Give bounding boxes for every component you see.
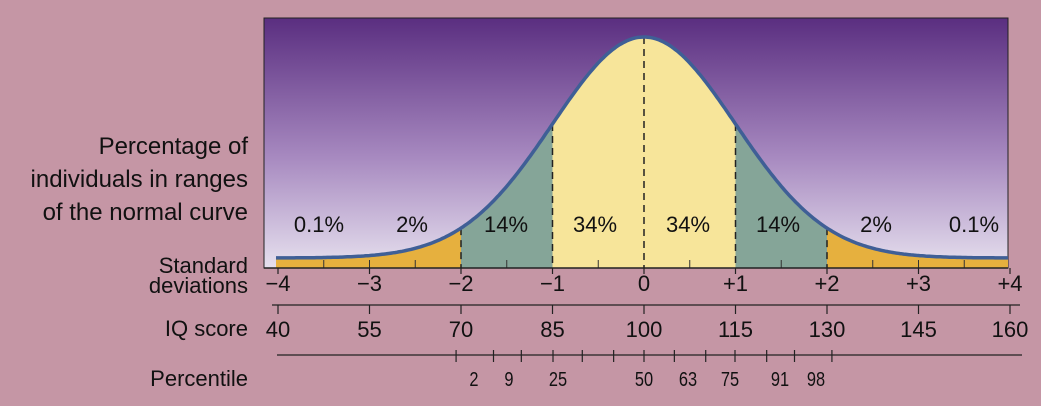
y-axis-label-line: Percentage of	[98, 133, 248, 160]
iq-score-label: IQ score	[164, 316, 248, 341]
y-axis-label-line: individuals in ranges	[30, 166, 248, 193]
right-mid-region	[735, 124, 827, 268]
region-percentage-label: 2%	[860, 212, 892, 237]
left-mid-region	[461, 124, 553, 268]
y-axis-label: Percentage of individuals in ranges of t…	[0, 130, 248, 229]
standard-deviations-label-line: deviations	[148, 273, 248, 298]
iq-tick-label: 115	[718, 317, 753, 342]
sd-tick-label: +2	[814, 271, 839, 296]
standard-deviations-label-line: Standard	[158, 253, 248, 278]
percentile-tick-label: 98	[807, 367, 825, 390]
region-percentage-label: 34%	[666, 212, 710, 237]
iq-tick-label: 85	[540, 317, 564, 342]
region-percentage-label: 2%	[396, 212, 428, 237]
iq-tick-label: 40	[266, 317, 290, 342]
region-percentage-label: 34%	[573, 212, 617, 237]
iq-tick-label: 55	[357, 317, 381, 342]
center-region	[552, 37, 736, 268]
percentile-tick-label: 91	[771, 367, 789, 390]
y-axis-label-line: of the normal curve	[42, 199, 248, 226]
iq-tick-label: 160	[992, 317, 1029, 342]
iq-tick-label: 70	[449, 317, 473, 342]
sd-tick-label: 0	[638, 271, 650, 296]
percentile-tick-label: 9	[504, 367, 513, 390]
region-percentage-label: 14%	[484, 212, 528, 237]
percentile-tick-label: 75	[721, 367, 739, 390]
sd-tick-label: +1	[723, 271, 748, 296]
percentile-label: Percentile	[150, 366, 248, 391]
percentile-tick-label: 25	[549, 367, 567, 390]
sd-tick-label: −2	[448, 271, 473, 296]
region-percentage-label: 0.1%	[949, 212, 999, 237]
percentile-tick-label: 63	[679, 367, 697, 390]
iq-tick-label: 145	[900, 317, 937, 342]
region-percentage-label: 14%	[756, 212, 800, 237]
iq-tick-label: 130	[809, 317, 846, 342]
percentile-tick-label: 2	[469, 367, 478, 390]
sd-tick-label: +3	[906, 271, 931, 296]
iq-tick-label: 100	[626, 317, 663, 342]
region-percentage-label: 0.1%	[294, 212, 344, 237]
percentile-tick-label: 50	[635, 367, 653, 390]
sd-tick-label: −1	[540, 271, 565, 296]
normal-curve	[276, 35, 1008, 260]
sd-tick-label: −3	[357, 271, 382, 296]
standard-deviations-label: Standard deviations	[100, 253, 248, 298]
sd-tick-label: +4	[997, 271, 1022, 296]
sd-tick-label: −4	[265, 271, 290, 296]
